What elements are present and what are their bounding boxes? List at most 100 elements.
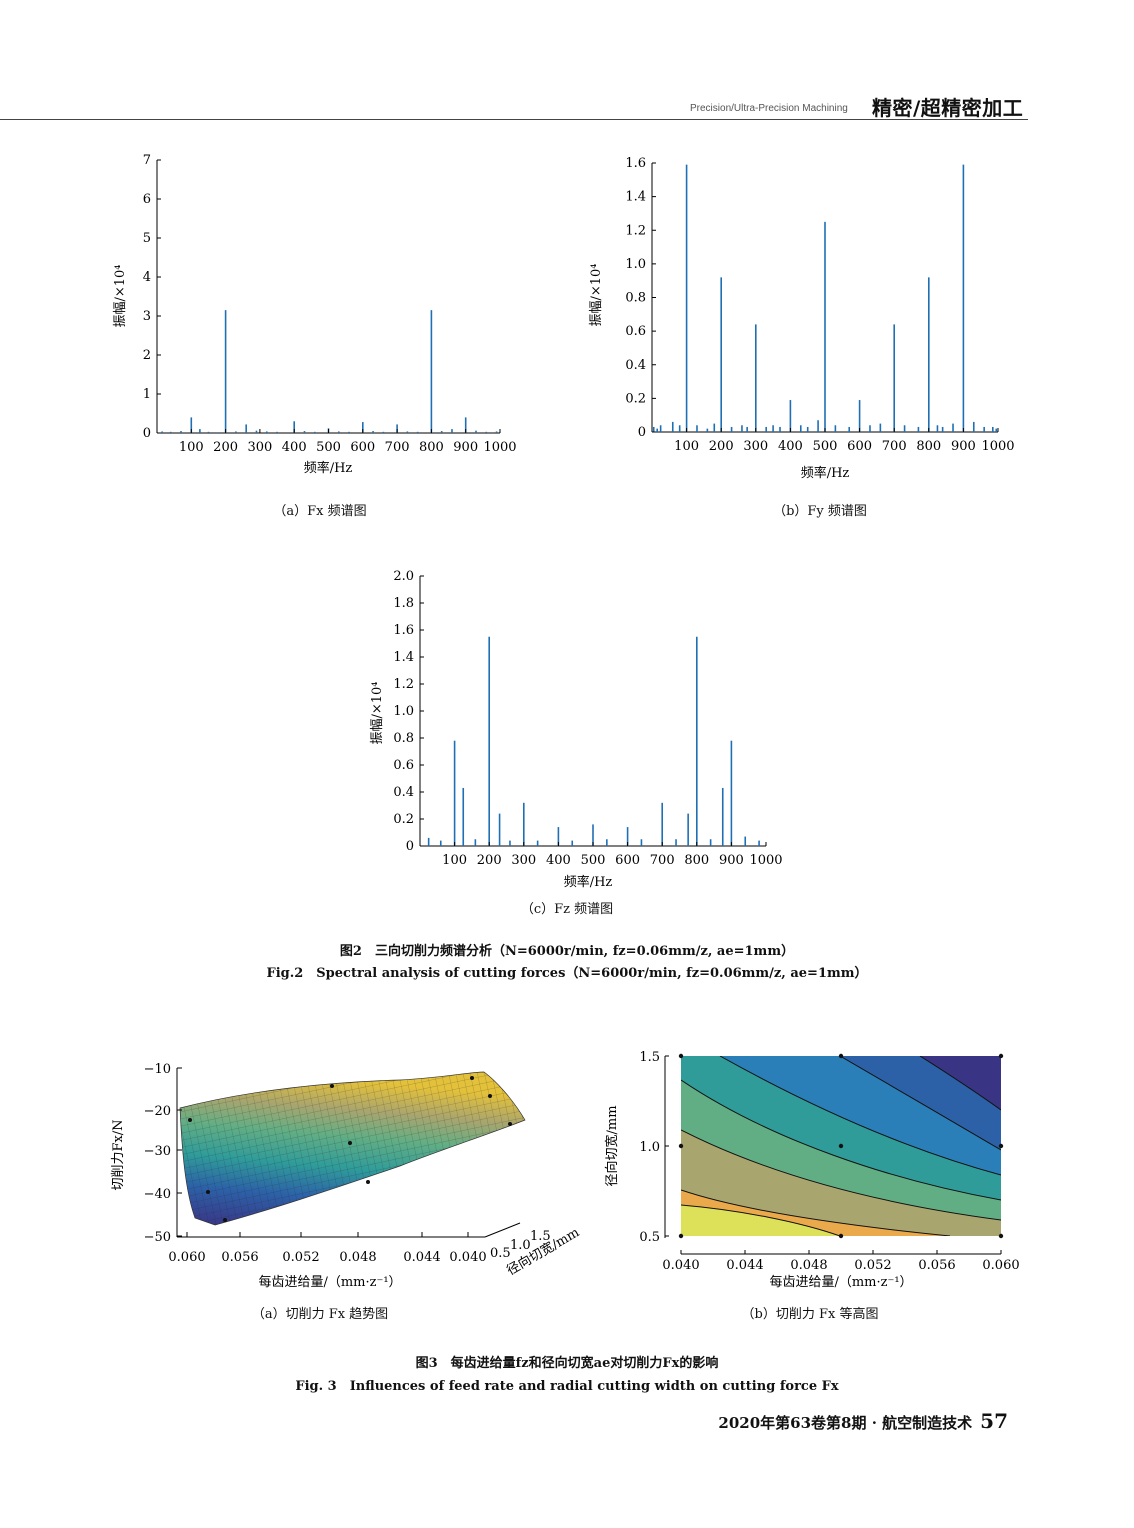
contour-point (838, 1233, 844, 1239)
y-tick-label: 1.0 (510, 1238, 531, 1253)
x-axis-label: 频率/Hz (564, 874, 613, 890)
surface-point (223, 1218, 227, 1222)
y-tick-label: 0.5 (639, 1230, 660, 1245)
x-axis-ticks: 0.060 0.056 0.052 0.048 0.044 0.040 (168, 1232, 487, 1265)
y-tick-label: 0.2 (625, 391, 646, 406)
surface-axes (176, 1068, 521, 1238)
y-tick-label: 1.2 (393, 677, 414, 692)
contour-lines (681, 1056, 1001, 1236)
fig3-caption-cn: 图3 每齿进给量fz和径向切宽ae对切削力Fx的影响 (415, 1356, 719, 1371)
surface-point (188, 1118, 192, 1122)
y-tick-label: 0 (638, 425, 646, 440)
y-axis-ticks: 0.5 1.0 1.5 (639, 1050, 669, 1245)
contour-point (998, 1143, 1004, 1149)
contour-axes (664, 1056, 1001, 1255)
x-tick-label: 400 (546, 853, 571, 868)
x-tick-label: 100 (442, 853, 467, 868)
chart-fx-contour: 0.040 0.044 0.048 0.052 0.056 0.060 0.5 1.0 1.5… (604, 1050, 1020, 1290)
chart-axes (419, 576, 766, 847)
x-tick-label: 0.044 (403, 1250, 440, 1265)
x-tick-label: 500 (581, 853, 606, 868)
x-tick-label: 1000 (981, 439, 1014, 454)
y-axis-ticks: 0.51.01.5 (490, 1229, 551, 1261)
contour-point (678, 1143, 684, 1149)
z-axis-ticks: −10 −20 −30 −40 −50 (144, 1062, 182, 1245)
running-header-en: Precision/Ultra-Precision Machining (690, 103, 848, 114)
z-axis-label: 切削力Fx/N (111, 1119, 126, 1190)
chart-ticks: 100 200 300 400 500 600 700 800 900 1000 0 0.2 0.4 0.… (625, 156, 1014, 454)
y-tick-label: 2.0 (393, 569, 414, 584)
chart-ticks: 100 200 300 400 500 600 700 800 900 1000 0 0.2 0.4 0.… (393, 569, 782, 868)
y-axis-label: 振幅/×10⁴ (370, 681, 385, 744)
chart-fy-spectrum: 100 200 300 400 500 600 700 800 900 1000 0 0.2 0.4 0.… (589, 156, 1015, 481)
x-tick-label: 800 (916, 439, 941, 454)
y-tick-label: 0.4 (393, 785, 414, 800)
x-tick-label: 600 (847, 439, 872, 454)
y-axis-label: 振幅/×10⁴ (113, 264, 128, 327)
z-tick-label: −10 (144, 1062, 171, 1077)
contour-point (678, 1233, 684, 1239)
z-tick-label: −20 (144, 1104, 171, 1119)
y-tick-label: 1.5 (639, 1050, 660, 1065)
x-tick-label: 900 (951, 439, 976, 454)
contour-point (838, 1053, 844, 1059)
chart-bars (427, 636, 760, 846)
z-tick-label: −50 (144, 1230, 171, 1245)
y-tick-label: 2 (143, 348, 151, 363)
x-tick-label: 300 (247, 440, 272, 455)
surface-point (366, 1180, 370, 1184)
y-tick-label: 1.0 (639, 1140, 660, 1155)
y-tick-label: 0.5 (490, 1246, 511, 1261)
contour-point (998, 1233, 1004, 1239)
y-tick-label: 1.0 (625, 257, 646, 272)
x-tick-label: 400 (282, 440, 307, 455)
x-tick-label: 0.048 (339, 1250, 376, 1265)
x-tick-label: 700 (650, 853, 675, 868)
chart-fz-spectrum: 100 200 300 400 500 600 700 800 900 1000 0 0.2 0.4 0.… (370, 569, 783, 890)
y-tick-label: 1 (143, 387, 151, 402)
chart-fx-trend-surface: −10 −20 −30 −40 −50 0.060 0.056 0.052 0.048 0.04… (111, 1062, 580, 1290)
x-tick-label: 0.044 (726, 1258, 763, 1273)
chart-bars (161, 310, 498, 433)
x-tick-label: 300 (743, 439, 768, 454)
fig3-subcaption-b: （b）切削力 Fx 等高图 (741, 1307, 879, 1322)
surface-point (206, 1190, 210, 1194)
x-tick-label: 900 (719, 853, 744, 868)
surface-point (348, 1141, 352, 1145)
x-tick-label: 0.052 (282, 1250, 319, 1265)
y-tick-label: 0.6 (393, 758, 414, 773)
contour-point (678, 1053, 684, 1059)
fig2-subcaption-a: （a）Fx 频谱图 (273, 504, 367, 519)
surface-point (488, 1094, 492, 1098)
journal-issue: 2020年第63卷第8期 · 航空制造技术 (718, 1414, 973, 1432)
chart-ticks: 100 200 300 400 500 600 700 800 900 1000 0 1 2 3 4 5 6 7 (143, 153, 517, 455)
x-tick-label: 0.056 (918, 1258, 955, 1273)
y-tick-label: 5 (143, 231, 151, 246)
chart-bars (652, 164, 998, 432)
y-tick-label: 1.4 (393, 650, 414, 665)
fig3-subcaption-a: （a）切削力 Fx 趋势图 (251, 1307, 389, 1322)
y-tick-label: 1.5 (530, 1229, 551, 1244)
z-tick-label: −30 (144, 1144, 171, 1159)
y-tick-label: 0.2 (393, 812, 414, 827)
y-tick-label: 6 (143, 192, 151, 207)
x-axis-ticks: 0.040 0.044 0.048 0.052 0.056 0.060 (662, 1250, 1020, 1273)
chart-fx-spectrum: 100 200 300 400 500 600 700 800 900 100001234567 … (113, 153, 517, 476)
x-tick-label: 0.060 (168, 1250, 205, 1265)
y-tick-label: 4 (143, 270, 151, 285)
x-tick-label: 200 (213, 440, 238, 455)
page-number: 57 (980, 1409, 1008, 1433)
header-rule (0, 119, 1028, 120)
y-tick-label: 1.6 (393, 623, 414, 638)
fig2-subcaption-b: （b）Fy 频谱图 (773, 504, 867, 519)
x-tick-label: 0.056 (221, 1250, 258, 1265)
x-tick-label: 600 (615, 853, 640, 868)
x-tick-label: 0.040 (449, 1250, 486, 1265)
y-tick-label: 0.4 (625, 358, 646, 373)
contour-sample-points (678, 1053, 1004, 1239)
contour-point (998, 1053, 1004, 1059)
surface-sample-points (188, 1076, 512, 1222)
x-axis-label: 每齿进给量/（mm·z⁻¹） (258, 1274, 401, 1290)
y-tick-label: 0.8 (625, 291, 646, 306)
contour-point (838, 1143, 844, 1149)
